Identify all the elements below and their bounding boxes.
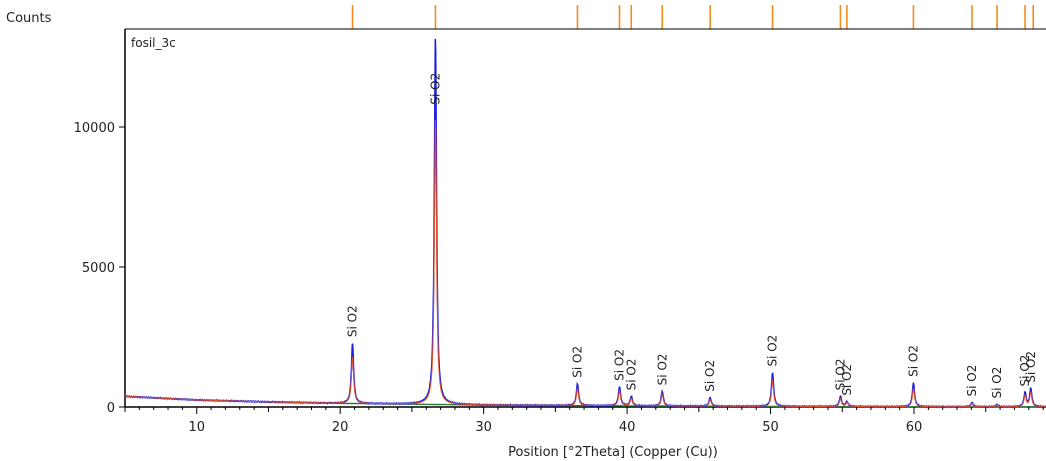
peak-label: Si O2 [570, 346, 584, 378]
x-tick-label: 20 [332, 420, 349, 435]
y-tick-label: 10000 [74, 121, 115, 136]
x-tick-label: 60 [906, 420, 923, 435]
sample-label: fosil_3c [131, 36, 176, 50]
peak-label: Si O2 [1018, 355, 1032, 387]
peak-label: Si O2 [906, 345, 920, 377]
x-axis-title: Position [°2Theta] (Copper (Cu)) [508, 445, 718, 460]
y-tick-label: 0 [107, 401, 115, 416]
peak-label: Si O2 [833, 359, 847, 391]
peak-label: Si O2 [346, 305, 360, 337]
x-tick-label: 10 [188, 420, 205, 435]
pattern-curves [124, 38, 1046, 409]
peak-label: Si O2 [428, 73, 442, 105]
peak-label: Si O2 [703, 360, 717, 392]
peak-label: Si O2 [840, 364, 854, 396]
x-tick-label: 30 [475, 420, 492, 435]
peak-label: Si O2 [624, 359, 638, 391]
y-axis-title: Counts [6, 11, 52, 26]
calculated-line [125, 119, 1046, 408]
peak-label: Si O2 [990, 367, 1004, 399]
peak-label: Si O2 [1024, 351, 1038, 383]
peak-label: Si O2 [766, 335, 780, 367]
peak-label: Si O2 [965, 365, 979, 397]
x-axis: 10 20 30 40 50 60 [124, 407, 1044, 435]
peak-label: Si O2 [612, 349, 626, 381]
reference-lines [351, 5, 1035, 29]
peak-label: Si O2 [655, 353, 669, 385]
x-tick-label: 40 [619, 420, 636, 435]
y-axis: 0 5000 10000 [74, 121, 125, 416]
y-tick-label: 5000 [82, 261, 115, 276]
x-tick-label: 50 [762, 420, 779, 435]
